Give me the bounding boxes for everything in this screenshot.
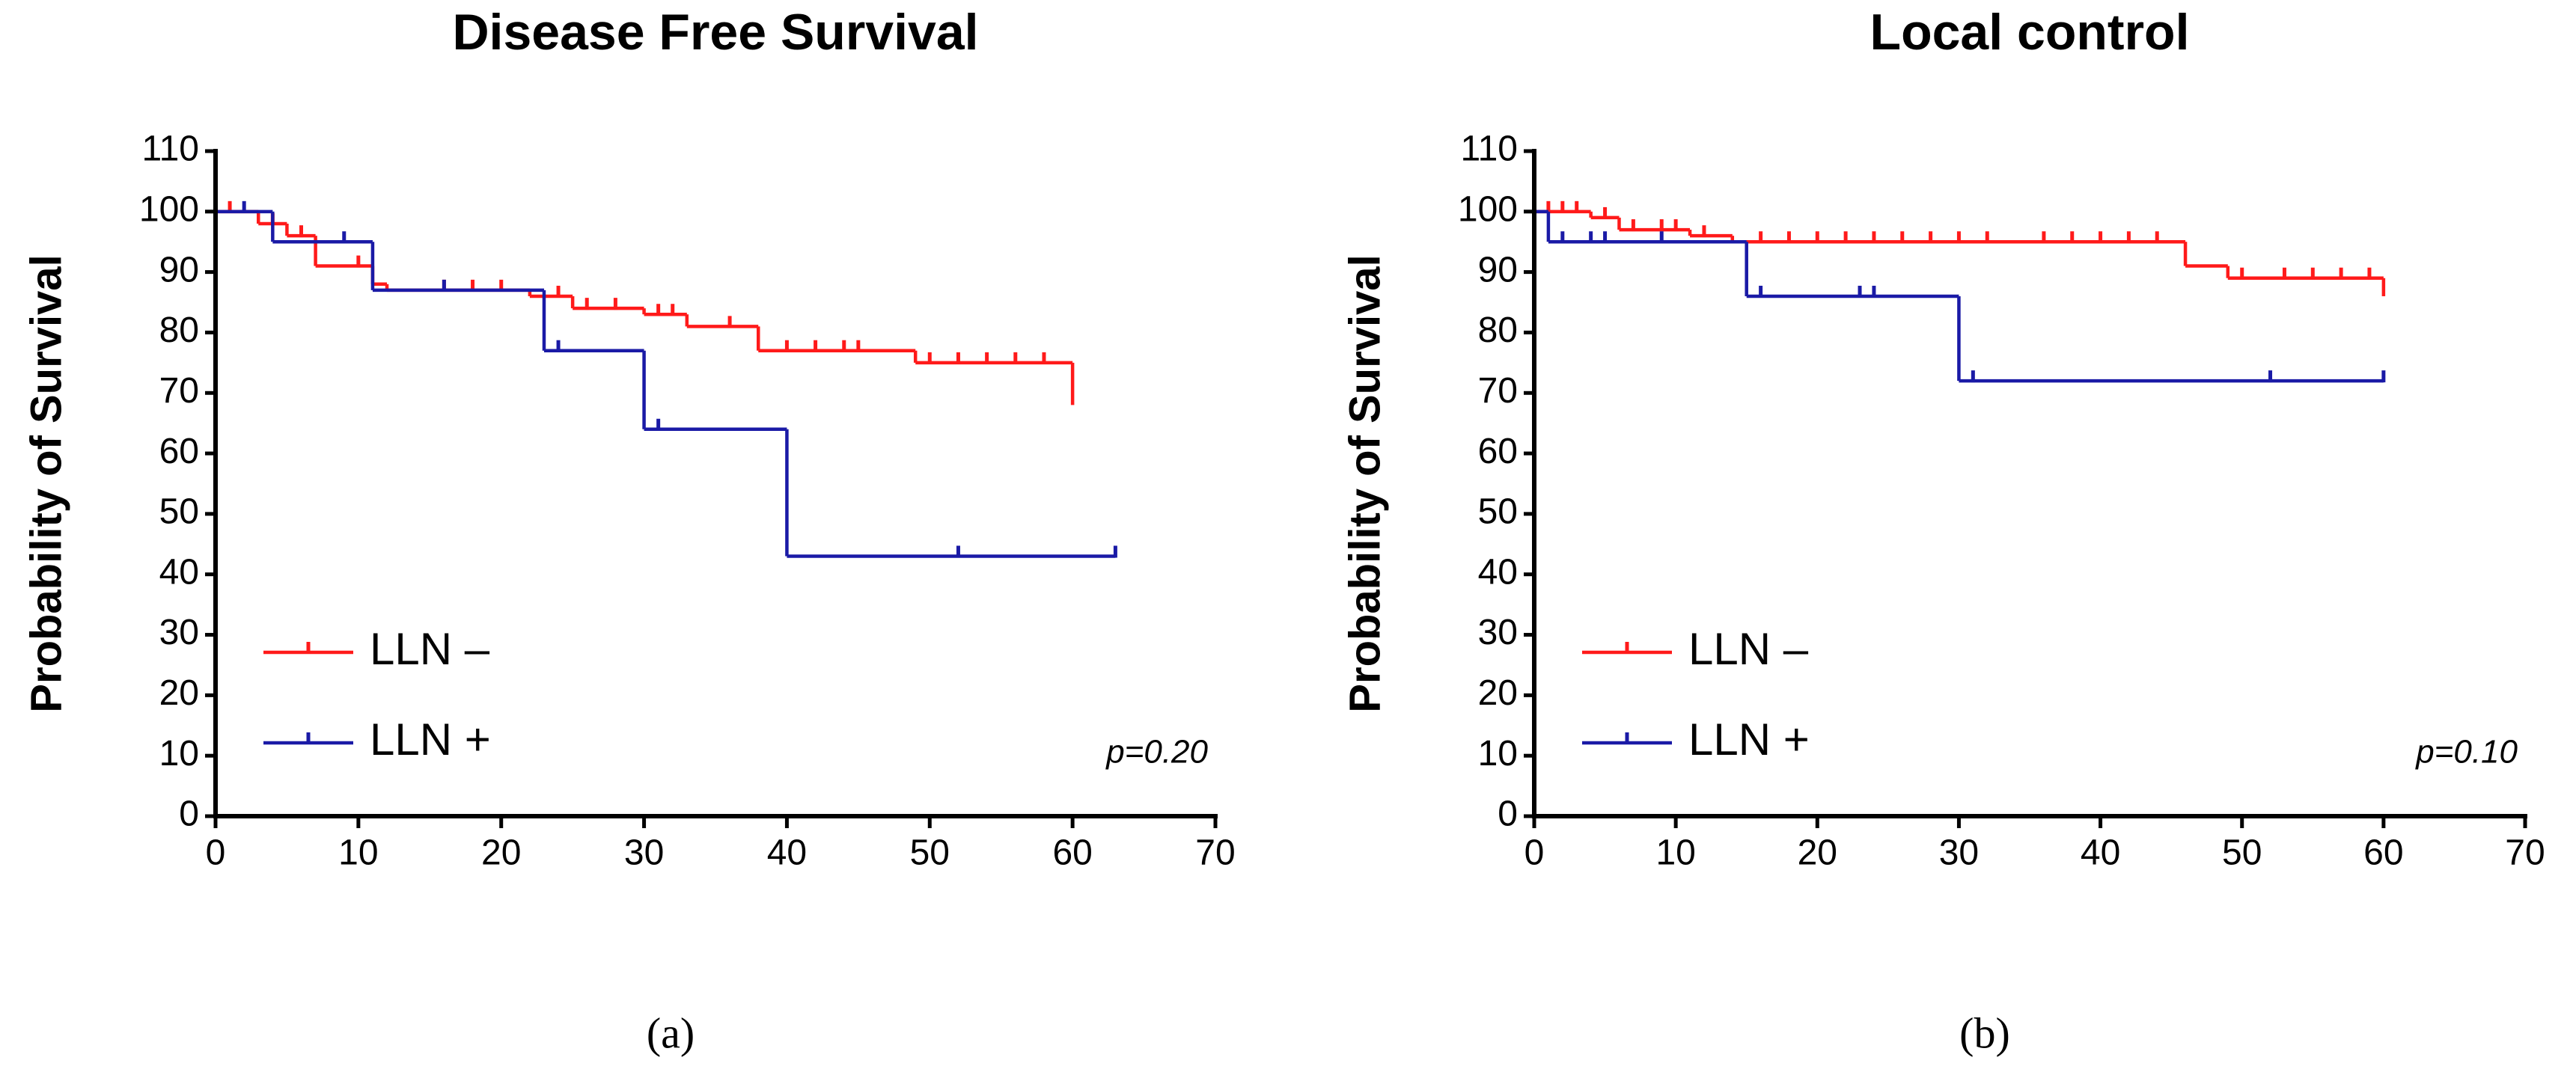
legend-label: LLN – bbox=[1688, 624, 1809, 674]
y-tick-label: 100 bbox=[139, 189, 199, 229]
x-tick-label: 10 bbox=[338, 833, 378, 873]
y-tick-label: 30 bbox=[1478, 613, 1518, 652]
y-tick-label: 90 bbox=[159, 250, 199, 290]
y-tick-label: 60 bbox=[1478, 432, 1518, 471]
y-tick-label: 0 bbox=[1498, 794, 1518, 834]
chart-title: Local control bbox=[1870, 4, 2190, 61]
y-tick-label: 90 bbox=[1478, 250, 1518, 290]
y-tick-label: 50 bbox=[1478, 492, 1518, 532]
x-tick-label: 20 bbox=[481, 833, 521, 873]
y-tick-label: 30 bbox=[159, 613, 199, 652]
x-tick-label: 0 bbox=[206, 833, 226, 873]
panel-label: (a) bbox=[647, 1008, 695, 1057]
y-tick-label: 20 bbox=[159, 673, 199, 713]
x-tick-label: 40 bbox=[2081, 833, 2120, 873]
y-tick-label: 0 bbox=[179, 794, 199, 834]
y-tick-label: 100 bbox=[1458, 189, 1518, 229]
y-tick-label: 40 bbox=[1478, 552, 1518, 592]
x-tick-label: 60 bbox=[1052, 833, 1092, 873]
y-tick-label: 60 bbox=[159, 432, 199, 471]
p-value: p=0.10 bbox=[2414, 734, 2518, 771]
x-tick-label: 50 bbox=[910, 833, 950, 873]
y-axis-label: Probability of Survival bbox=[22, 254, 70, 712]
x-tick-label: 60 bbox=[2363, 833, 2403, 873]
x-tick-label: 0 bbox=[1524, 833, 1545, 873]
x-tick-label: 40 bbox=[767, 833, 807, 873]
p-value: p=0.20 bbox=[1105, 734, 1208, 771]
y-tick-label: 80 bbox=[159, 310, 199, 350]
y-tick-label: 40 bbox=[159, 552, 199, 592]
chart-title: Disease Free Survival bbox=[452, 4, 978, 61]
x-tick-label: 50 bbox=[2222, 833, 2262, 873]
y-tick-label: 110 bbox=[141, 129, 199, 169]
y-tick-label: 50 bbox=[159, 492, 199, 532]
y-tick-label: 80 bbox=[1478, 310, 1518, 350]
y-tick-label: 70 bbox=[1478, 371, 1518, 411]
panel: Local control Probability of Survival (b) 0… bbox=[1340, 4, 2545, 1057]
y-tick-label: 10 bbox=[159, 734, 199, 774]
y-tick-label: 70 bbox=[159, 371, 199, 411]
x-tick-label: 70 bbox=[2505, 833, 2545, 873]
panel: Disease Free Survival Probability of Surv… bbox=[22, 4, 1235, 1057]
legend-label: LLN – bbox=[370, 624, 490, 674]
y-axis-label: Probability of Survival bbox=[1340, 254, 1389, 712]
x-tick-label: 70 bbox=[1195, 833, 1235, 873]
y-tick-label: 10 bbox=[1478, 734, 1518, 774]
x-tick-label: 20 bbox=[1798, 833, 1837, 873]
legend-label: LLN + bbox=[370, 714, 491, 765]
y-tick-label: 110 bbox=[1460, 129, 1518, 169]
y-tick-label: 20 bbox=[1478, 673, 1518, 713]
legend-label: LLN + bbox=[1688, 714, 1810, 765]
panel-label: (b) bbox=[1959, 1008, 2010, 1057]
x-tick-label: 30 bbox=[1939, 833, 1979, 873]
x-tick-label: 10 bbox=[1655, 833, 1695, 873]
x-tick-label: 30 bbox=[624, 833, 664, 873]
